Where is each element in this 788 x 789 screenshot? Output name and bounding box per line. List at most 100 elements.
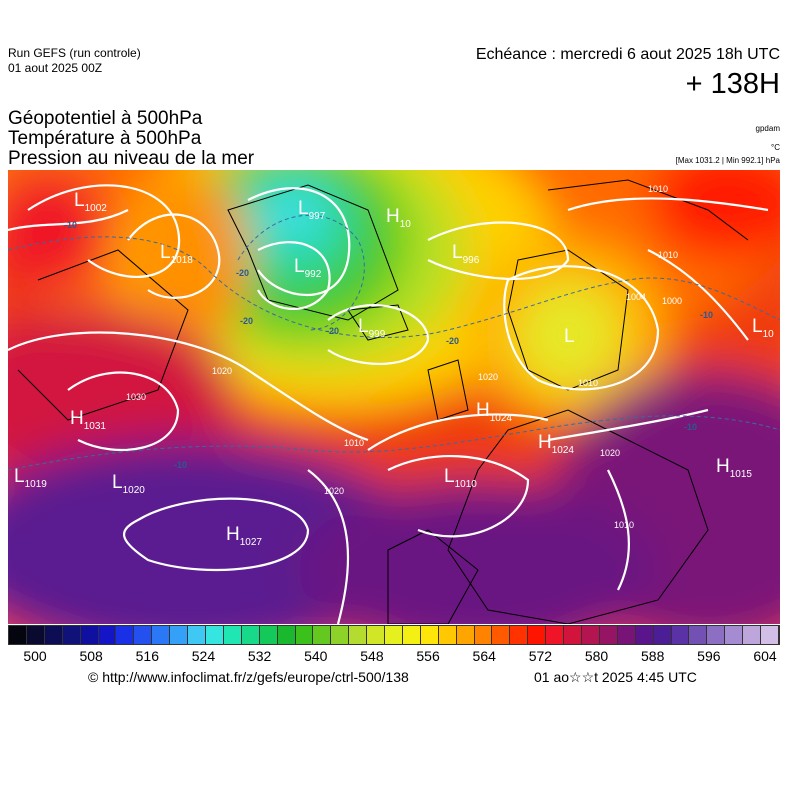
- colorbar-tick-label: 556: [416, 648, 440, 664]
- colorbar-swatch: [331, 626, 350, 644]
- isobar-label: 1020: [600, 448, 621, 458]
- isotherm-label: -20: [446, 336, 460, 346]
- colorbar-swatch: [582, 626, 600, 644]
- forecast-valid-time: Echéance : mercredi 6 aout 2025 18h UTC: [475, 46, 780, 63]
- isobar-label: 1030: [126, 392, 147, 402]
- forecast-lead-time: + 138H: [685, 68, 780, 100]
- colorbar-swatch: [653, 626, 672, 644]
- run-date: 01 aout 2025 00Z: [8, 61, 103, 75]
- colorbar-tick-label: 564: [472, 648, 496, 664]
- colorbar-swatch: [313, 626, 332, 644]
- pressure-range: [Max 1031.2 | Min 992.1] hPa: [675, 156, 780, 165]
- isobar-label: 1020: [478, 372, 499, 382]
- isobar-label: 1000: [662, 296, 683, 306]
- colorbar-swatch: [671, 626, 690, 644]
- pressure-center: H1024: [538, 432, 574, 456]
- colorbar-swatch: [205, 626, 224, 644]
- render-timestamp: 01 ao☆☆t 2025 4:45 UTC: [534, 669, 697, 685]
- colorbar-swatch: [456, 626, 475, 644]
- colorbar-swatch: [546, 626, 565, 644]
- colorbar-tick-label: 500: [23, 648, 47, 664]
- isotherm-label: -20: [236, 268, 250, 278]
- colorbar-swatch: [420, 626, 439, 644]
- pressure-center: H1015: [716, 456, 752, 480]
- pressure-center: H1031: [70, 408, 106, 432]
- run-name: Run GEFS (run controle): [8, 46, 141, 60]
- isotherms: [8, 214, 780, 471]
- unit-temperature: °C: [771, 143, 780, 152]
- colorbar-tick-label: 516: [135, 648, 159, 664]
- isotherm-label: -10: [174, 460, 188, 470]
- isotherm-label: -20: [240, 316, 254, 326]
- pressure-center: L992: [294, 256, 322, 280]
- isobar-label: 1020: [212, 366, 233, 376]
- isobar-label: 1010: [578, 378, 599, 388]
- colorbar-swatch: [98, 626, 117, 644]
- colorbar-swatch: [62, 626, 81, 644]
- colorbar-tick-label: 596: [697, 648, 721, 664]
- pressure-center: H1024: [476, 400, 512, 424]
- colorbar-swatch: [707, 626, 726, 644]
- colorbar-swatch: [295, 626, 314, 644]
- isobar-label: 1010: [658, 250, 679, 260]
- source-credit: © http://www.infoclimat.fr/z/gefs/europe…: [88, 669, 409, 685]
- pressure-center: L1010: [444, 466, 477, 490]
- pressure-center: L997: [298, 198, 326, 222]
- pressure-center: H1027: [226, 524, 262, 548]
- isobar-label: 1010: [648, 184, 669, 194]
- colorbar-swatch: [385, 626, 403, 644]
- colorbar-swatch: [510, 626, 529, 644]
- colorbar-swatch: [725, 626, 744, 644]
- colorbar-swatch: [80, 626, 99, 644]
- pressure-center: L1019: [14, 466, 47, 490]
- colorbar-tick-label: 548: [360, 648, 384, 664]
- colorbar-swatch: [44, 626, 63, 644]
- colorbar-tick-label: 524: [191, 648, 216, 664]
- pressure-center: L1002: [74, 190, 107, 214]
- param-geopotential: Géopotentiel à 500hPa: [8, 108, 203, 129]
- colorbar-tick-label: 604: [753, 648, 777, 664]
- pressure-center: L996: [452, 242, 480, 266]
- colorbar-swatch: [474, 626, 493, 644]
- colorbar-tick-label: 508: [79, 648, 103, 664]
- colorbar-swatch: [367, 626, 386, 644]
- colorbar-ticks: 500 508 516 524 532 540 548 556 564 572 580 588 596 6…: [8, 648, 780, 666]
- pressure-center: L10: [752, 316, 774, 340]
- colorbar-tick-label: 580: [584, 648, 609, 664]
- colorbar-swatch: [564, 626, 582, 644]
- colorbar-tick-label: 532: [247, 648, 272, 664]
- isotherm-label: -10: [64, 220, 78, 230]
- isotherm-label: -10: [684, 422, 698, 432]
- colorbar-swatch: [241, 626, 260, 644]
- colorbar-swatch: [277, 626, 296, 644]
- colorbar-swatch: [26, 626, 45, 644]
- colorbar-swatch: [349, 626, 368, 644]
- unit-geopotential: gpdam: [755, 124, 780, 133]
- colorbar-tick-label: 540: [304, 648, 328, 664]
- colorbar-swatch: [438, 626, 457, 644]
- isobar-label: 1010: [614, 520, 635, 530]
- colorbar-swatch: [223, 626, 242, 644]
- colorbar-swatch: [134, 626, 153, 644]
- isobars: [8, 184, 769, 624]
- colorbar-swatch: [689, 626, 708, 644]
- colorbar: [8, 625, 780, 645]
- colorbar-swatch: [170, 626, 189, 644]
- colorbar-swatch: [761, 626, 779, 644]
- pressure-center: L1020: [112, 472, 145, 496]
- colorbar-swatch: [9, 626, 27, 644]
- param-pressure: Pression au niveau de la mer: [8, 148, 255, 169]
- pressure-center: L: [564, 326, 575, 347]
- colorbar-swatch: [617, 626, 636, 644]
- isotherm-label: -10: [700, 310, 714, 320]
- colorbar-swatch: [599, 626, 618, 644]
- colorbar-tick-label: 572: [528, 648, 553, 664]
- colorbar-swatch: [528, 626, 547, 644]
- isobar-label: 1010: [344, 438, 365, 448]
- isobar-label: 1004: [626, 292, 647, 302]
- pressure-center: H10: [386, 206, 411, 230]
- geopotential-field: [8, 170, 780, 624]
- colorbar-swatch: [188, 626, 206, 644]
- pressure-center: L1018: [160, 242, 193, 266]
- colorbar-tick-label: 588: [641, 648, 665, 664]
